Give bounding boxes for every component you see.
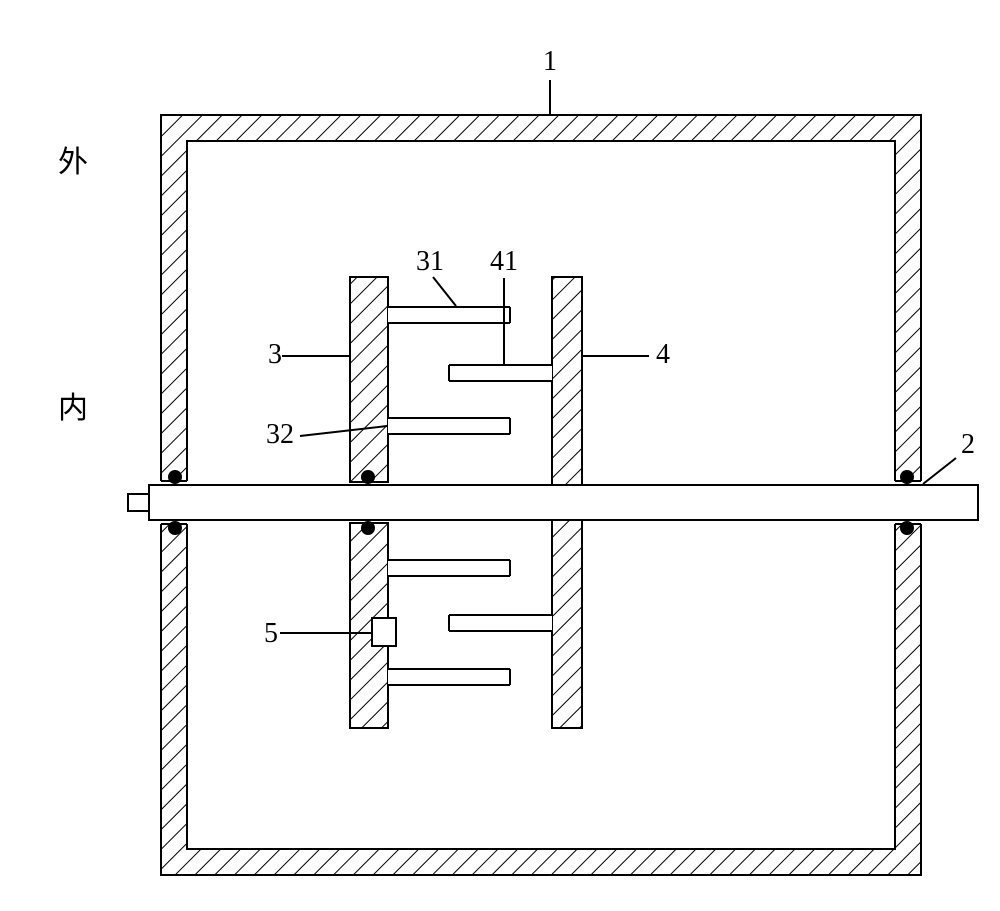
disc-right-bottom [552,520,582,728]
bearing [361,521,375,535]
bearing [168,470,182,484]
sensor-box [372,618,396,646]
ref-31: 31 [416,246,444,277]
bearing [900,521,914,535]
label-inner: 内 [58,392,88,425]
ref-3: 3 [268,339,282,370]
label-outer: 外 [58,146,88,179]
mechanical-diagram: 外内 1 2 3 4 5 31 32 41 [0,0,1000,911]
ref-32: 32 [266,419,294,450]
ref-2: 2 [961,429,975,460]
bearing [900,470,914,484]
disc-left-top [350,277,388,482]
ref-4: 4 [656,339,670,370]
shaft [128,485,978,520]
ref-1: 1 [543,46,557,77]
sensor [372,618,396,646]
ref-41: 41 [490,246,518,277]
bearing [361,470,375,484]
ref-5: 5 [264,618,278,649]
disc-right-top [552,277,582,485]
bearing [168,521,182,535]
